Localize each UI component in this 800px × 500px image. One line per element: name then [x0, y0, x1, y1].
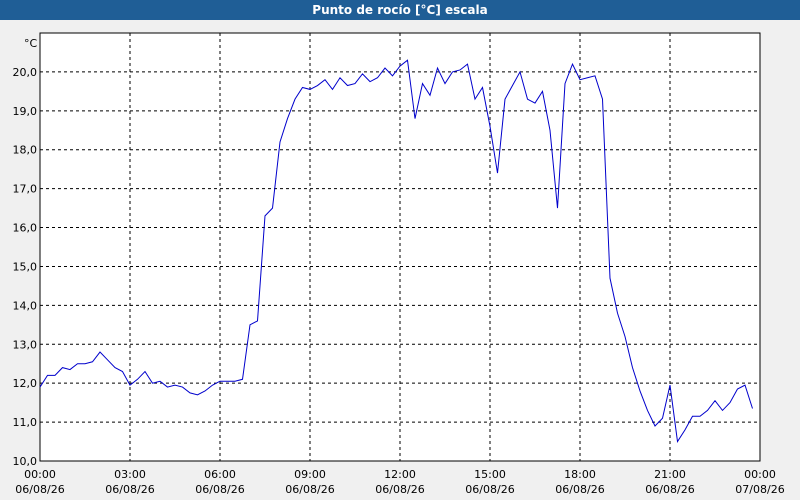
y-tick-label: 15,0: [13, 260, 38, 273]
y-unit: °C: [24, 37, 38, 50]
chart: °C 10,0 11,0 12,0 13,0 14,0 15,0 16,0 17,0 18,0 1…: [13, 32, 785, 496]
x-tick-label: 09:00: [294, 468, 326, 481]
y-tick-label: 13,0: [13, 338, 38, 351]
x-tick-date: 06/08/26: [195, 483, 244, 496]
y-tick-label: 19,0: [13, 105, 38, 118]
x-tick-date: 06/08/26: [555, 483, 604, 496]
x-tick-label: 00:00: [24, 468, 56, 481]
x-tick-date: 06/08/26: [285, 483, 334, 496]
x-tick-label: 03:00: [114, 468, 146, 481]
y-tick-label: 17,0: [13, 183, 38, 196]
x-tick-label: 18:00: [564, 468, 596, 481]
data-line: [39, 59, 753, 443]
x-tick-label: 15:00: [474, 468, 506, 481]
x-tick-label: 21:00: [654, 468, 686, 481]
x-tick-date: 06/08/26: [105, 483, 154, 496]
y-tick-label: 10,0: [13, 455, 38, 468]
plot-area: [39, 32, 761, 462]
y-tick-label: 11,0: [13, 416, 38, 429]
x-tick-date: 06/08/26: [645, 483, 694, 496]
title-bar: Punto de rocío [°C] escala: [0, 0, 800, 20]
x-tick-label: 06:00: [204, 468, 236, 481]
x-tick-label: 00:00: [744, 468, 776, 481]
y-tick-label: 14,0: [13, 299, 38, 312]
y-tick-label: 18,0: [13, 144, 38, 157]
x-tick-date: 07/08/26: [735, 483, 784, 496]
y-tick-label: 20,0: [13, 66, 38, 79]
x-tick-date: 06/08/26: [465, 483, 514, 496]
x-tick-label: 12:00: [384, 468, 416, 481]
x-tick-date: 06/08/26: [15, 483, 64, 496]
y-tick-label: 16,0: [13, 222, 38, 235]
x-tick-date: 06/08/26: [375, 483, 424, 496]
y-tick-label: 12,0: [13, 377, 38, 390]
